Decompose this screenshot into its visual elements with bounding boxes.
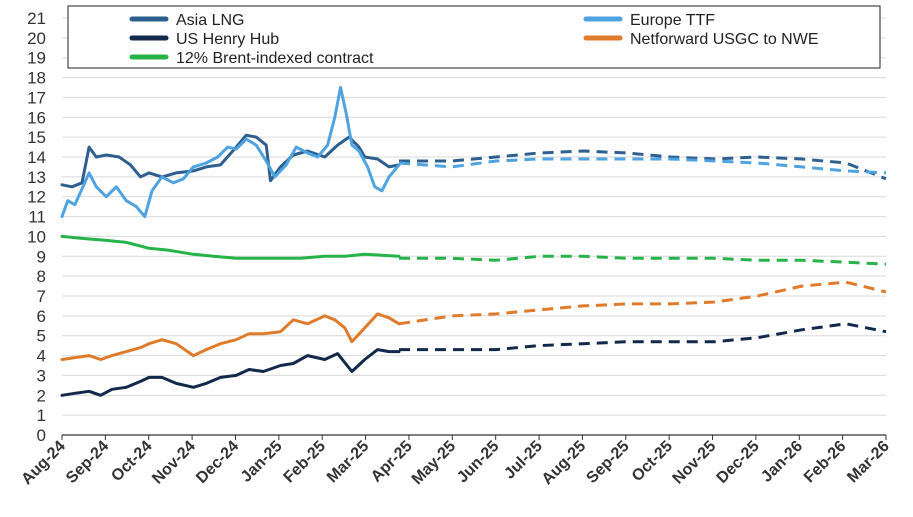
x-tick-label: Nov-25 xyxy=(670,438,720,488)
x-tick-label: Oct-25 xyxy=(629,438,676,485)
x-tick-label: May-25 xyxy=(409,438,459,488)
y-tick-label: 12 xyxy=(27,188,46,207)
series-lines xyxy=(60,86,887,397)
y-tick-label: 15 xyxy=(27,128,46,147)
x-tick-label: Jan-25 xyxy=(238,438,286,486)
x-tick-label: Apr-25 xyxy=(368,438,416,486)
x-tick-label: Jan-26 xyxy=(758,438,806,486)
y-tick-label: 9 xyxy=(37,247,46,266)
x-tick-label: Aug-24 xyxy=(18,438,68,488)
x-tick-label: Mar-25 xyxy=(324,438,373,487)
series-line-netforward-usgc-to-nwe-forward xyxy=(398,280,887,326)
y-tick-label: 11 xyxy=(28,208,46,227)
legend-label: Netforward USGC to NWE xyxy=(630,31,818,48)
y-tick-label: 6 xyxy=(37,307,46,326)
legend-label: 12% Brent-indexed contract xyxy=(176,50,374,67)
y-tick-label: 16 xyxy=(27,108,46,127)
series-line-netforward-usgc-to-nwe-historical xyxy=(60,312,401,361)
y-tick-label: 4 xyxy=(37,347,46,366)
x-tick-label: Nov-24 xyxy=(149,438,199,488)
y-tick-label: 5 xyxy=(37,327,46,346)
x-tick-label: Sep-24 xyxy=(63,438,112,487)
y-tick-label: 8 xyxy=(37,267,46,286)
x-tick-label: Mar-26 xyxy=(844,438,893,487)
series-line-asia-lng-historical xyxy=(60,133,401,189)
series-line-us-henry-hub-forward xyxy=(399,322,887,352)
y-tick-label: 13 xyxy=(27,168,46,187)
x-tick-label: Aug-25 xyxy=(539,438,589,488)
x-tick-label: Feb-25 xyxy=(281,438,330,487)
y-tick-label: 20 xyxy=(27,29,46,48)
series-line-12-brent-indexed-contract-forward xyxy=(399,254,887,266)
legend-label: Europe TTF xyxy=(630,12,715,29)
y-tick-label: 3 xyxy=(37,366,46,385)
y-tick-label: 17 xyxy=(27,88,46,107)
legend-box xyxy=(67,5,881,69)
x-tick-label: Oct-24 xyxy=(108,438,155,485)
x-axis: Aug-24Sep-24Oct-24Nov-24Dec-24Jan-25Feb-… xyxy=(18,434,893,488)
y-tick-label: 18 xyxy=(27,69,46,88)
x-tick-label: Jun-25 xyxy=(454,438,503,487)
legend: Asia LNG Europe TTF US Henry Hub Netforward… xyxy=(67,5,881,69)
y-tick-label: 19 xyxy=(27,49,46,68)
y-tick-label: 1 xyxy=(37,406,46,425)
y-tick-label: 7 xyxy=(37,287,46,306)
legend-label: Asia LNG xyxy=(176,12,244,29)
y-tick-label: 0 xyxy=(37,426,46,445)
x-tick-label: Feb-26 xyxy=(801,438,850,487)
series-line-us-henry-hub-historical xyxy=(60,348,401,397)
y-tick-label: 10 xyxy=(27,227,46,246)
gridlines xyxy=(62,17,886,436)
x-tick-label: Dec-24 xyxy=(193,438,242,487)
series-line-europe-ttf-historical xyxy=(60,86,401,219)
legend-label: US Henry Hub xyxy=(176,31,279,48)
series-line-12-brent-indexed-contract-historical xyxy=(60,234,401,260)
x-tick-label: Dec-25 xyxy=(714,438,763,487)
series-line-europe-ttf-forward xyxy=(398,157,887,175)
y-tick-label: 21 xyxy=(27,9,46,28)
y-tick-label: 2 xyxy=(37,386,46,405)
y-tick-label: 14 xyxy=(27,148,46,167)
x-tick-label: Sep-25 xyxy=(583,438,632,487)
